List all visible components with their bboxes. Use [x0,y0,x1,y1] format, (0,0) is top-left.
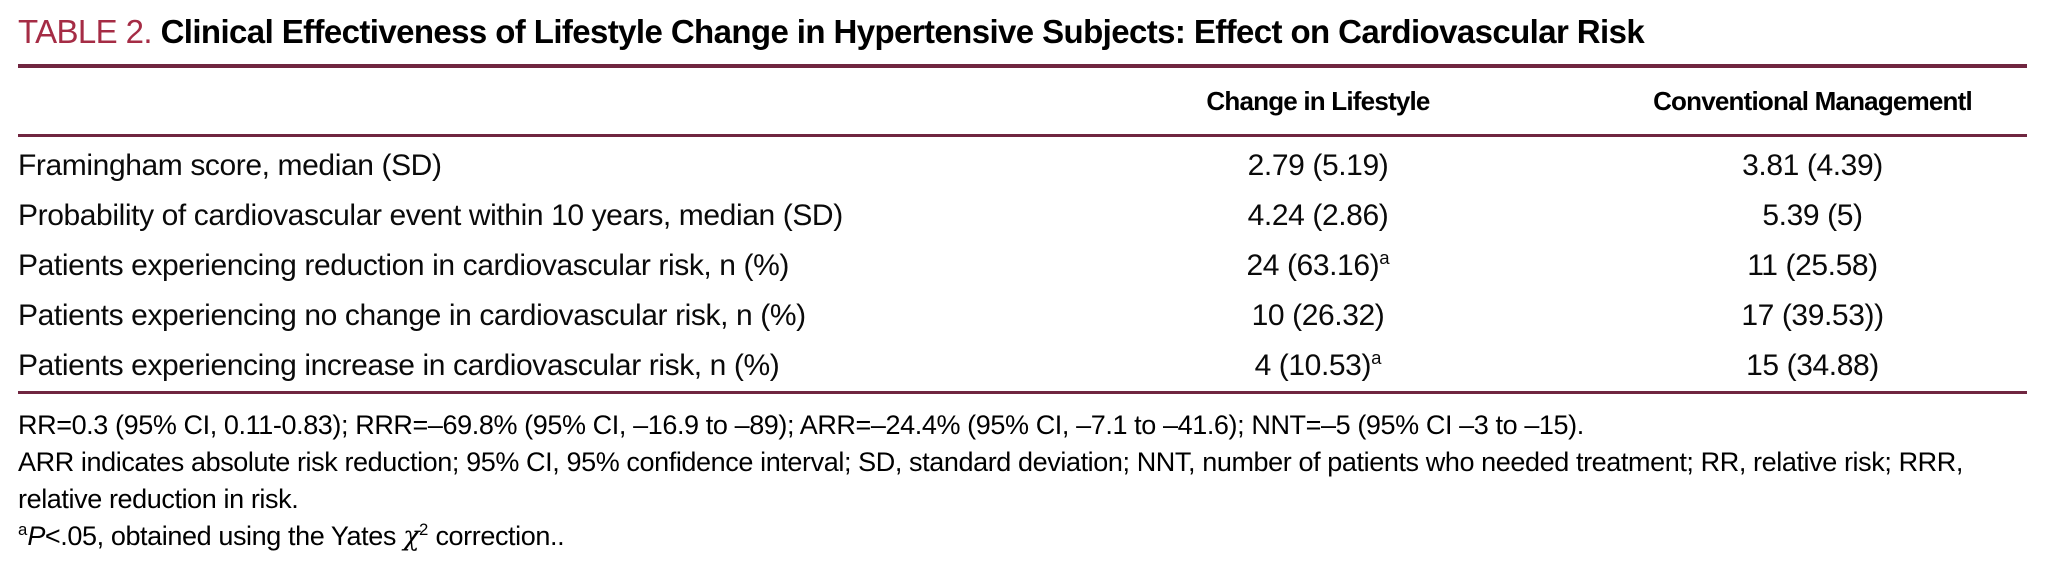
table-title-text: Clinical Effectiveness of Lifestyle Chan… [160,13,1645,50]
table-row: Framingham score, median (SD) 2.79 (5.19… [18,136,2027,192]
footnote-marker: a [1379,247,1390,268]
table-footnotes: RR=0.3 (95% CI, 0.11-0.83); RRR=–69.8% (… [18,407,2027,555]
value-conventional: 5.39 (5) [1762,199,1863,232]
chi-exponent: 2 [419,520,429,539]
value-lifestyle: 4.24 (2.86) [1247,199,1389,232]
row-label: Framingham score, median (SD) [18,149,442,182]
footnote-stats: RR=0.3 (95% CI, 0.11-0.83); RRR=–69.8% (… [18,410,1584,440]
table-number-label: TABLE 2. [18,13,153,50]
title-rule [18,64,2027,68]
table-row: Patients experiencing increase in cardio… [18,341,2027,394]
column-header-lifestyle: Change in Lifestyle [1038,68,1598,137]
value-conventional: 3.81 (4.39) [1742,149,1883,182]
footnote-abbreviations-line2: relative reduction in risk. [18,484,299,514]
column-header-empty [18,68,1038,137]
table-row: Probability of cardiovascular event with… [18,191,2027,241]
row-label: Probability of cardiovascular event with… [18,199,843,232]
column-header-conventional: Conventional Managementl [1598,68,2027,137]
value-conventional: 17 (39.53)) [1741,299,1884,332]
table-row: Patients experiencing reduction in cardi… [18,241,2027,291]
page-title: TABLE 2. Clinical Effectiveness of Lifes… [18,0,2027,52]
row-label: Patients experiencing increase in cardio… [18,341,1038,394]
chi-symbol: χ [403,521,420,552]
footnote-marker: a [1371,347,1382,368]
footnote-abbreviations-line1: ARR indicates absolute risk reduction; 9… [18,447,1963,477]
footnote-pvalue: aP<.05, obtained using the Yates χ2 corr… [18,520,565,552]
value-conventional: 15 (34.88) [1598,341,2027,394]
row-label: Patients experiencing reduction in cardi… [18,249,789,282]
value-lifestyle: 24 (63.16)a [1246,247,1390,282]
table-body: Framingham score, median (SD) 2.79 (5.19… [18,136,2027,394]
results-table: Change in Lifestyle Conventional Managem… [18,68,2027,394]
footnote-marker-a: a [18,520,28,539]
value-lifestyle: 4 (10.53)a [1038,341,1598,394]
table-header: Change in Lifestyle Conventional Managem… [18,68,2027,137]
footnote-abbreviations: ARR indicates absolute risk reduction; 9… [18,444,2027,518]
row-label: Patients experiencing no change in cardi… [18,299,806,332]
table-row: Patients experiencing no change in cardi… [18,291,2027,341]
header-row: Change in Lifestyle Conventional Managem… [18,68,2027,137]
value-lifestyle: 10 (26.32) [1251,299,1385,332]
pvalue-symbol: P [27,521,45,551]
value-conventional: 11 (25.58) [1747,249,1878,282]
value-lifestyle: 2.79 (5.19) [1247,149,1389,182]
